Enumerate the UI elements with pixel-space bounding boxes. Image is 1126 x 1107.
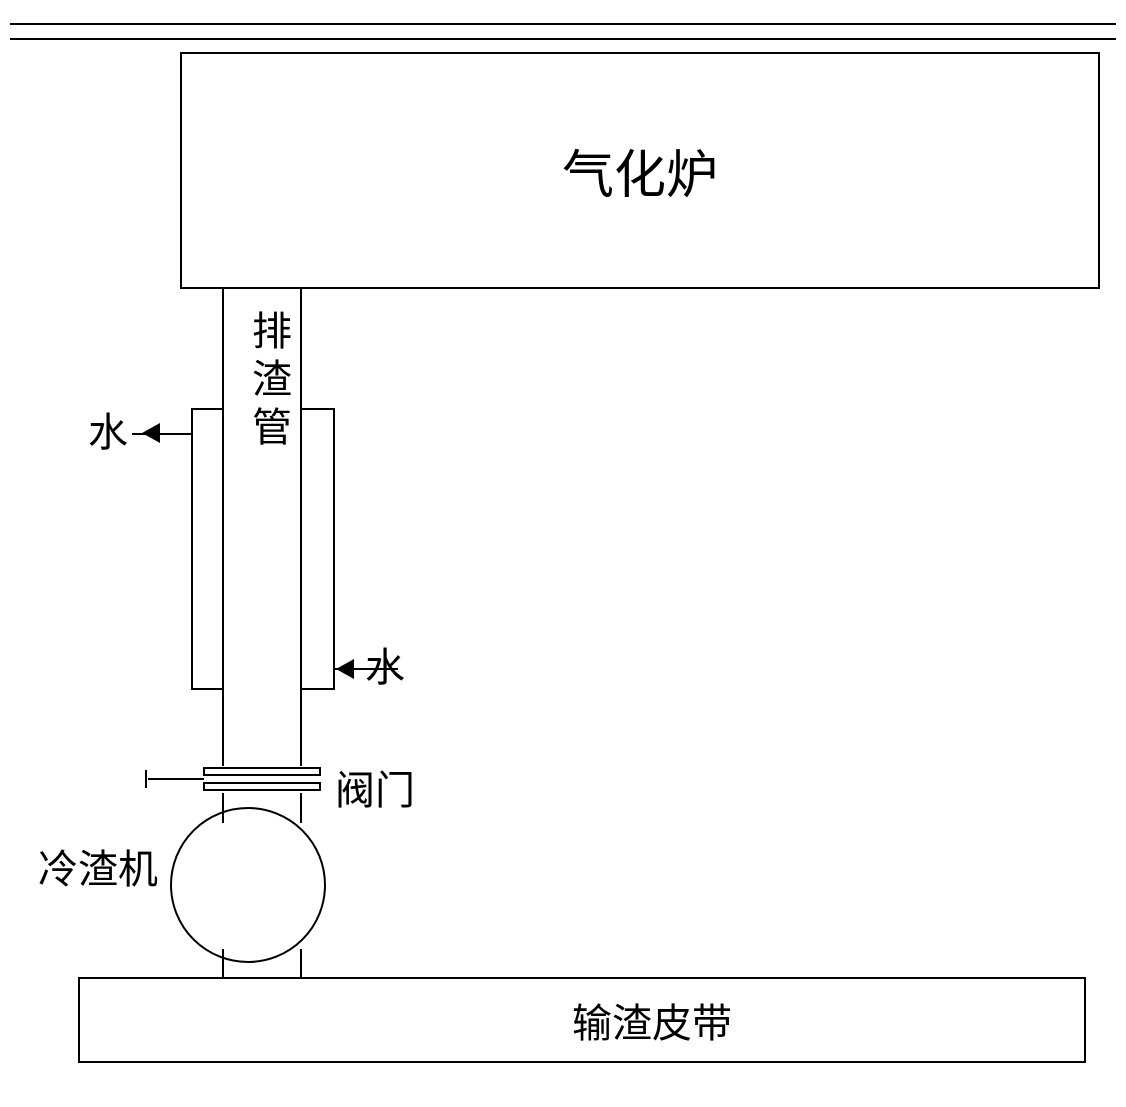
valve-flange [203,767,321,776]
slag-cooler-label: 冷渣机 [38,837,158,895]
diagram-container: 气化炉 排渣管 水 水 阀门 冷渣机 输渣皮带 [0,0,1126,1107]
water-jacket-edge [300,688,335,690]
gasifier-box: 气化炉 [180,52,1100,289]
slag-cooler-circle [170,807,326,963]
top-border-line-2 [10,38,1116,40]
water-out-line [132,433,192,435]
water-jacket [191,408,335,688]
water-jacket-edge [300,408,335,410]
slag-cooler-outlet [222,949,302,979]
water-out-label: 水 [88,400,128,458]
water-jacket-edge [191,688,224,690]
arrow-left-icon [336,655,356,683]
water-jacket-edge [191,408,224,410]
valve-stem-end [145,770,147,788]
gasifier-label: 气化炉 [562,133,718,208]
valve-flange [203,782,321,791]
water-in-label: 水 [365,635,405,693]
top-border-line-1 [10,23,1116,25]
arrow-left-icon [142,419,162,447]
valve-label: 阀门 [335,758,415,816]
slag-belt-label: 输渣皮带 [572,991,732,1049]
slag-belt-box: 输渣皮带 [78,977,1086,1063]
valve-stem [148,778,204,780]
